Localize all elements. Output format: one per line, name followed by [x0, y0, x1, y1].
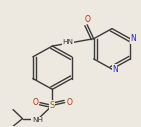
Text: NH: NH: [32, 117, 43, 123]
Text: S: S: [50, 101, 55, 110]
Text: N: N: [112, 65, 118, 74]
Text: O: O: [32, 98, 38, 107]
Text: O: O: [66, 98, 72, 107]
Text: N: N: [131, 34, 136, 43]
Text: HN: HN: [63, 39, 74, 45]
Text: O: O: [84, 15, 90, 24]
